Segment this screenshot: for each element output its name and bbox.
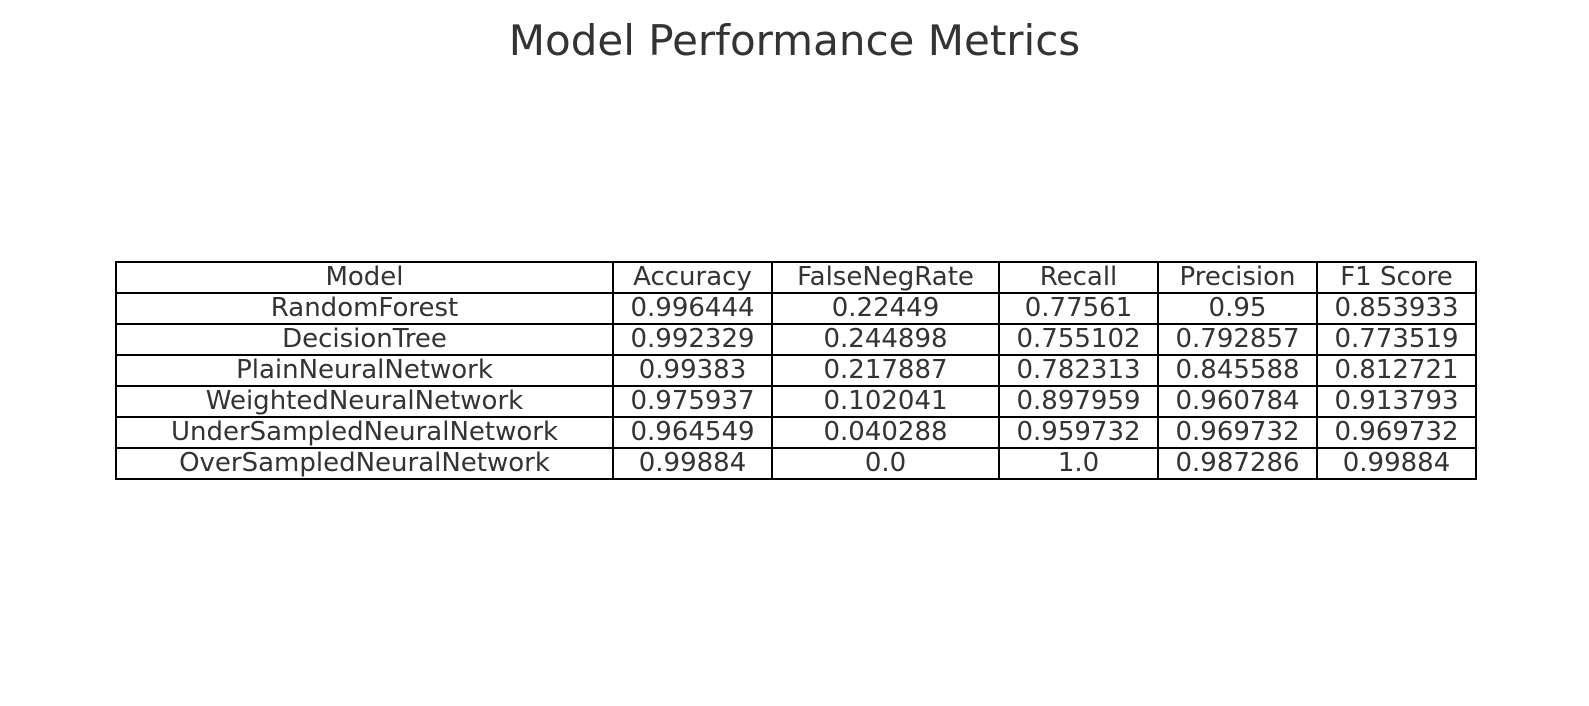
cell-precision: 0.792857 bbox=[1157, 323, 1318, 356]
cell-f1-score: 0.969732 bbox=[1316, 416, 1477, 449]
cell-false-neg-rate: 0.0 bbox=[771, 447, 1000, 480]
cell-precision: 0.95 bbox=[1157, 292, 1318, 325]
cell-recall: 0.782313 bbox=[998, 354, 1159, 387]
header-model: Model bbox=[115, 261, 614, 294]
cell-accuracy: 0.964549 bbox=[612, 416, 773, 449]
cell-model: OverSampledNeuralNetwork bbox=[115, 447, 614, 480]
cell-model: WeightedNeuralNetwork bbox=[115, 385, 614, 418]
header-precision: Precision bbox=[1157, 261, 1318, 294]
header-recall: Recall bbox=[998, 261, 1159, 294]
cell-precision: 0.960784 bbox=[1157, 385, 1318, 418]
cell-f1-score: 0.853933 bbox=[1316, 292, 1477, 325]
cell-model: PlainNeuralNetwork bbox=[115, 354, 614, 387]
table-body: RandomForest 0.996444 0.22449 0.77561 0.… bbox=[115, 292, 1477, 480]
cell-f1-score: 0.99884 bbox=[1316, 447, 1477, 480]
table-row: UnderSampledNeuralNetwork 0.964549 0.040… bbox=[115, 416, 1477, 449]
table-row: WeightedNeuralNetwork 0.975937 0.102041 … bbox=[115, 385, 1477, 418]
cell-false-neg-rate: 0.244898 bbox=[771, 323, 1000, 356]
cell-f1-score: 0.913793 bbox=[1316, 385, 1477, 418]
cell-false-neg-rate: 0.040288 bbox=[771, 416, 1000, 449]
cell-accuracy: 0.975937 bbox=[612, 385, 773, 418]
cell-model: UnderSampledNeuralNetwork bbox=[115, 416, 614, 449]
cell-recall: 0.77561 bbox=[998, 292, 1159, 325]
table-header: Model Accuracy FalseNegRate Recall Preci… bbox=[115, 261, 1477, 294]
cell-model: DecisionTree bbox=[115, 323, 614, 356]
cell-precision: 0.969732 bbox=[1157, 416, 1318, 449]
cell-precision: 0.987286 bbox=[1157, 447, 1318, 480]
cell-recall: 0.755102 bbox=[998, 323, 1159, 356]
cell-accuracy: 0.99884 bbox=[612, 447, 773, 480]
header-false-neg-rate: FalseNegRate bbox=[771, 261, 1000, 294]
header-row: Model Accuracy FalseNegRate Recall Preci… bbox=[115, 261, 1477, 294]
cell-recall: 0.959732 bbox=[998, 416, 1159, 449]
table-row: RandomForest 0.996444 0.22449 0.77561 0.… bbox=[115, 292, 1477, 325]
chart-title: Model Performance Metrics bbox=[508, 16, 1081, 65]
cell-false-neg-rate: 0.217887 bbox=[771, 354, 1000, 387]
cell-accuracy: 0.99383 bbox=[612, 354, 773, 387]
cell-f1-score: 0.812721 bbox=[1316, 354, 1477, 387]
table-row: DecisionTree 0.992329 0.244898 0.755102 … bbox=[115, 323, 1477, 356]
cell-f1-score: 0.773519 bbox=[1316, 323, 1477, 356]
cell-recall: 1.0 bbox=[998, 447, 1159, 480]
cell-accuracy: 0.992329 bbox=[612, 323, 773, 356]
cell-accuracy: 0.996444 bbox=[612, 292, 773, 325]
cell-false-neg-rate: 0.102041 bbox=[771, 385, 1000, 418]
table-row: OverSampledNeuralNetwork 0.99884 0.0 1.0… bbox=[115, 447, 1477, 480]
metrics-table: Model Accuracy FalseNegRate Recall Preci… bbox=[115, 261, 1477, 480]
table-row: PlainNeuralNetwork 0.99383 0.217887 0.78… bbox=[115, 354, 1477, 387]
cell-false-neg-rate: 0.22449 bbox=[771, 292, 1000, 325]
cell-precision: 0.845588 bbox=[1157, 354, 1318, 387]
cell-model: RandomForest bbox=[115, 292, 614, 325]
header-f1-score: F1 Score bbox=[1316, 261, 1477, 294]
cell-recall: 0.897959 bbox=[998, 385, 1159, 418]
header-accuracy: Accuracy bbox=[612, 261, 773, 294]
